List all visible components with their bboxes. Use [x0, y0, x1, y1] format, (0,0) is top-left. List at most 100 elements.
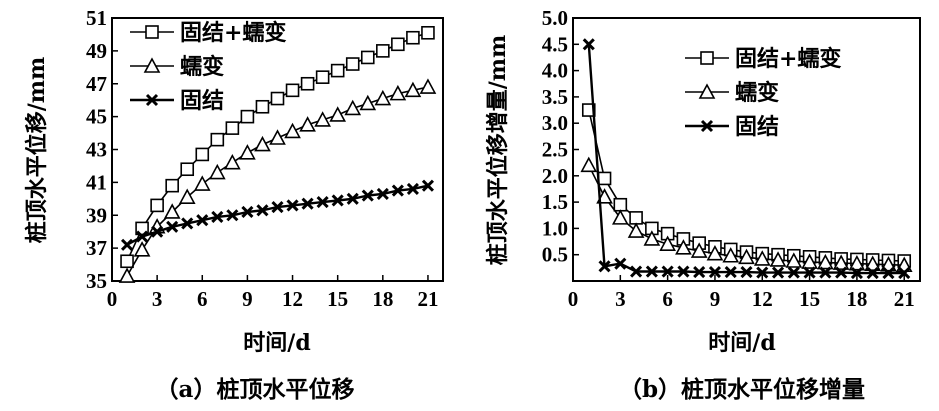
y-tick-label: 2.0: [542, 164, 568, 188]
data-point: [866, 267, 879, 280]
legend-marker: [145, 93, 159, 107]
data-point: [406, 182, 419, 196]
data-point: [255, 99, 270, 114]
data-point: [661, 265, 674, 278]
data-point: [391, 184, 404, 197]
data-point: [706, 244, 724, 261]
legend-label: 蠕变: [735, 80, 779, 106]
series-group-a: [118, 25, 437, 283]
data-point: [787, 266, 800, 279]
x-tick-label: 3: [615, 287, 626, 311]
data-point: [406, 30, 420, 45]
axis-ticks-b: 0 3 6 9 12 15 18 21 0.5 1.01.52.02.5 3.03.54.0 4.55…: [542, 6, 915, 311]
data-point: [611, 209, 629, 225]
x-tick-label: 15: [799, 287, 820, 311]
data-point: [136, 230, 149, 243]
data-point: [819, 266, 832, 279]
caption-b: （b）桩顶水平位移增量: [619, 376, 865, 403]
y-tick-label: 51: [86, 6, 107, 30]
data-point: [374, 89, 392, 106]
data-point: [756, 266, 769, 279]
data-point: [346, 192, 359, 205]
legend-label: 固结: [735, 114, 779, 140]
data-point: [645, 265, 658, 278]
data-point: [193, 175, 211, 191]
data-point: [693, 265, 706, 279]
data-point: [630, 265, 643, 278]
data-point: [178, 188, 196, 204]
data-point: [677, 265, 690, 278]
data-point: [850, 267, 863, 280]
legend-entry: 固结: [685, 114, 779, 140]
legend-entry: 蠕变: [685, 80, 779, 106]
data-point: [835, 266, 848, 279]
data-point: [118, 267, 136, 283]
data-point: [404, 81, 422, 98]
data-point: [614, 257, 627, 270]
data-point: [286, 199, 299, 212]
data-point: [627, 222, 645, 238]
y-tick-label: 4.0: [542, 59, 568, 83]
data-point: [581, 103, 596, 117]
y-axis-label-b: 桩顶水平位移增量/mm: [485, 35, 511, 266]
series-triangle: [118, 78, 437, 283]
data-point: [708, 265, 722, 279]
data-point: [239, 144, 256, 160]
data-point: [344, 99, 362, 116]
data-point: [722, 247, 740, 263]
data-point: [196, 214, 209, 227]
data-point: [330, 63, 345, 78]
data-point: [359, 94, 377, 111]
x-tick-label: 0: [568, 287, 579, 311]
data-point: [226, 209, 239, 222]
data-point: [240, 109, 255, 124]
data-point: [120, 238, 134, 251]
data-point: [133, 241, 151, 257]
data-point: [740, 265, 753, 279]
series-group-b: [580, 38, 913, 280]
data-point: [832, 254, 850, 270]
x-tick-label: 18: [372, 287, 393, 311]
data-point: [580, 156, 598, 173]
y-tick-label: 2.5: [542, 138, 568, 162]
chart-panel-a: 0 3 6 9 12 15 18 21 35 37 39 41 43 45 47 49 51 固结+蠕变蠕变固结…: [24, 6, 444, 403]
data-point: [376, 187, 389, 200]
x-tick-label: 0: [107, 287, 118, 311]
x-tick-label: 6: [197, 287, 208, 311]
x-axis-label-b: 时间/d: [708, 330, 775, 356]
data-point: [163, 203, 181, 219]
data-point: [180, 162, 195, 177]
data-point: [120, 254, 134, 269]
data-point: [643, 230, 661, 246]
data-point: [596, 188, 613, 204]
data-point: [389, 84, 407, 101]
data-point: [898, 267, 911, 280]
data-point: [269, 129, 286, 145]
data-point: [166, 220, 179, 233]
data-point: [391, 37, 405, 52]
data-point: [211, 210, 224, 223]
x-tick-label: 21: [417, 287, 438, 311]
data-point: [151, 225, 164, 238]
data-point: [753, 250, 771, 266]
data-point: [419, 78, 437, 94]
data-point: [360, 50, 375, 65]
y-tick-label: 3.0: [542, 111, 568, 135]
data-point: [771, 266, 785, 279]
data-point: [225, 121, 240, 135]
data-point: [301, 197, 314, 210]
y-tick-label: 39: [86, 203, 107, 227]
legend-marker: [700, 51, 714, 65]
data-point: [285, 83, 300, 98]
series-triangle: [580, 156, 913, 273]
data-point: [345, 57, 360, 71]
data-point: [195, 147, 210, 162]
x-tick-label: 18: [846, 287, 867, 311]
data-point: [613, 197, 628, 212]
x-tick-label: 9: [710, 287, 721, 311]
data-point: [208, 163, 226, 180]
data-point: [270, 91, 285, 106]
data-point: [848, 254, 866, 271]
